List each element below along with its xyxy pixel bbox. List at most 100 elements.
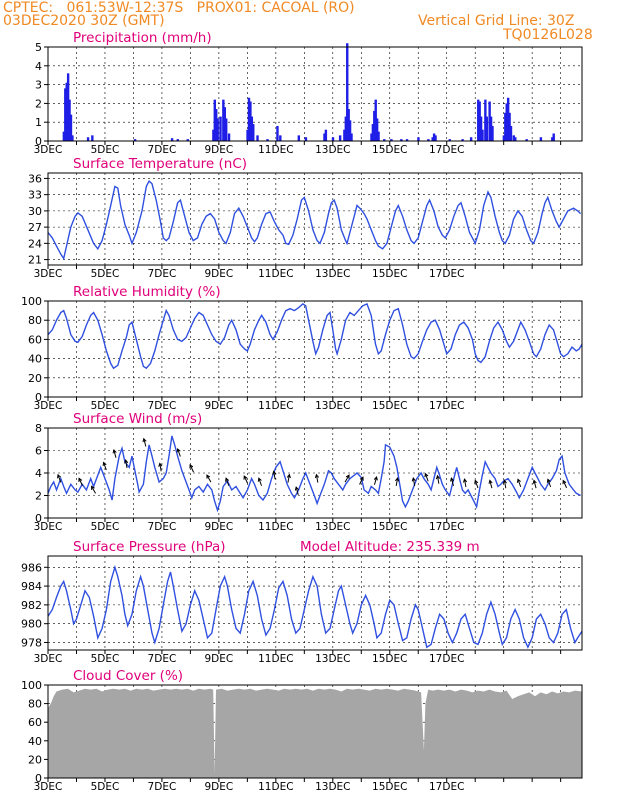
precip-bar <box>405 139 409 141</box>
temp-y-tick-label: 27 <box>28 221 42 234</box>
precip-bar <box>427 139 430 141</box>
header-location: CPTEC: 061:53W-12:37S PROX01: CACOAL (RO… <box>3 0 355 16</box>
cloud-y-tick-label: 40 <box>28 735 42 748</box>
precip-title: Precipitation (mm/h) <box>73 30 212 46</box>
wind-wind-arrow <box>546 478 552 488</box>
precip-y-tick-label: 1 <box>35 116 42 129</box>
precip-bar <box>246 129 249 141</box>
pres-x-tick-label: 17DEC <box>429 653 464 665</box>
wind-wind-arrow <box>394 477 400 487</box>
wind-x-tick-label: 17DEC <box>429 521 464 533</box>
pres-panel <box>44 555 583 654</box>
cloud-x-tick-label: 9DEC <box>205 781 234 793</box>
precip-bar <box>552 133 555 141</box>
rh-series-line <box>47 302 583 370</box>
rh-y-tick-label: 60 <box>28 333 42 346</box>
precip-bar <box>539 137 543 141</box>
wind-y-tick-label: 8 <box>35 422 42 435</box>
pres-y-tick-label: 982 <box>21 599 42 612</box>
rh-y-tick-label: 100 <box>21 295 42 308</box>
precip-bar <box>504 112 507 141</box>
rh-x-tick-label: 7DEC <box>148 400 177 412</box>
wind-wind-arrow <box>176 448 181 457</box>
precip-bar <box>68 99 71 141</box>
precip-y-tick-label: 0 <box>35 135 42 148</box>
precip-bar <box>62 131 66 141</box>
precip-bar <box>491 125 494 141</box>
temp-frame <box>47 172 583 266</box>
precip-bar <box>477 99 480 141</box>
wind-wind-arrow <box>488 479 493 489</box>
wind-y-tick-label: 4 <box>35 467 42 480</box>
rh-x-tick-label: 15DEC <box>372 400 407 412</box>
precip-bar <box>227 133 231 141</box>
precip-bar <box>170 138 174 141</box>
precip-bar <box>133 139 137 141</box>
precip-bar <box>324 129 328 141</box>
rh-x-tick-label: 9DEC <box>205 400 234 412</box>
cloud-frame <box>47 684 583 779</box>
cloud-x-tick-label: 11DEC <box>258 781 293 793</box>
precip-bar <box>370 133 373 141</box>
wind-y-tick-label: 0 <box>35 512 42 525</box>
precip-bar <box>66 73 70 141</box>
precip-bar <box>374 99 377 141</box>
precip-bar <box>505 103 508 141</box>
rh-y-tick-label: 80 <box>28 314 42 327</box>
precip-x-tick-label: 15DEC <box>372 144 407 156</box>
precip-bar <box>350 133 353 141</box>
wind-wind-arrow <box>532 479 537 489</box>
cloud-x-tick-label: 15DEC <box>372 781 407 793</box>
cloud-x-tick-label: 7DEC <box>148 781 177 793</box>
temp-title: Surface Temperature (nC) <box>73 156 247 172</box>
precip-bar <box>508 112 511 141</box>
pres-x-tick-label: 9DEC <box>205 653 234 665</box>
wind-wind-arrow <box>57 473 62 483</box>
precip-bar <box>252 124 255 141</box>
wind-wind-arrow <box>78 477 83 486</box>
wind-wind-arrow <box>474 479 479 489</box>
precip-bar <box>509 125 513 141</box>
wind-series-line <box>47 435 581 513</box>
precip-bar <box>223 107 226 141</box>
precip-bar <box>448 139 451 141</box>
cloud-x-tick-label: 13DEC <box>315 781 350 793</box>
wind-wind-arrow <box>373 476 378 485</box>
wind-wind-arrow <box>91 485 97 494</box>
precip-bar <box>506 97 510 141</box>
precip-bar <box>484 99 487 141</box>
temp-x-tick-label: 13DEC <box>315 268 350 280</box>
pres-x-tick-label: 15DEC <box>372 653 407 665</box>
wind-wind-arrow <box>562 479 568 489</box>
wind-wind-arrow <box>225 477 230 486</box>
wind-wind-arrow <box>359 476 364 485</box>
precip-bar <box>431 137 434 141</box>
temp-y-tick-label: 21 <box>28 254 42 267</box>
rh-y-tick-label: 40 <box>28 353 42 366</box>
pres-x-tick-label: 3DEC <box>34 653 63 665</box>
precip-frame <box>47 46 583 142</box>
precip-bar <box>481 129 484 141</box>
wind-frame <box>47 427 583 519</box>
wind-wind-arrow <box>142 437 147 447</box>
precip-bar <box>383 139 386 141</box>
precip-bar <box>247 97 251 141</box>
cloud-x-tick-label: 17DEC <box>429 781 464 793</box>
precip-bar <box>514 137 517 141</box>
precip-bar <box>375 118 379 141</box>
wind-wind-arrow <box>462 478 468 488</box>
precip-panel <box>44 43 583 145</box>
wind-wind-arrow <box>516 478 522 488</box>
precip-bar <box>371 124 375 141</box>
precip-y-tick-label: 3 <box>35 79 42 92</box>
precip-bar <box>348 120 352 141</box>
precip-y-tick-label: 4 <box>35 60 42 73</box>
precip-x-tick-label: 9DEC <box>205 144 234 156</box>
precip-bar <box>469 137 473 141</box>
precip-bar <box>479 116 483 141</box>
pres-x-tick-label: 13DEC <box>315 653 350 665</box>
precip-y-tick-label: 2 <box>35 97 42 110</box>
wind-wind-arrow <box>189 463 194 473</box>
wind-wind-arrow <box>206 474 212 483</box>
wind-wind-arrow <box>424 472 429 482</box>
